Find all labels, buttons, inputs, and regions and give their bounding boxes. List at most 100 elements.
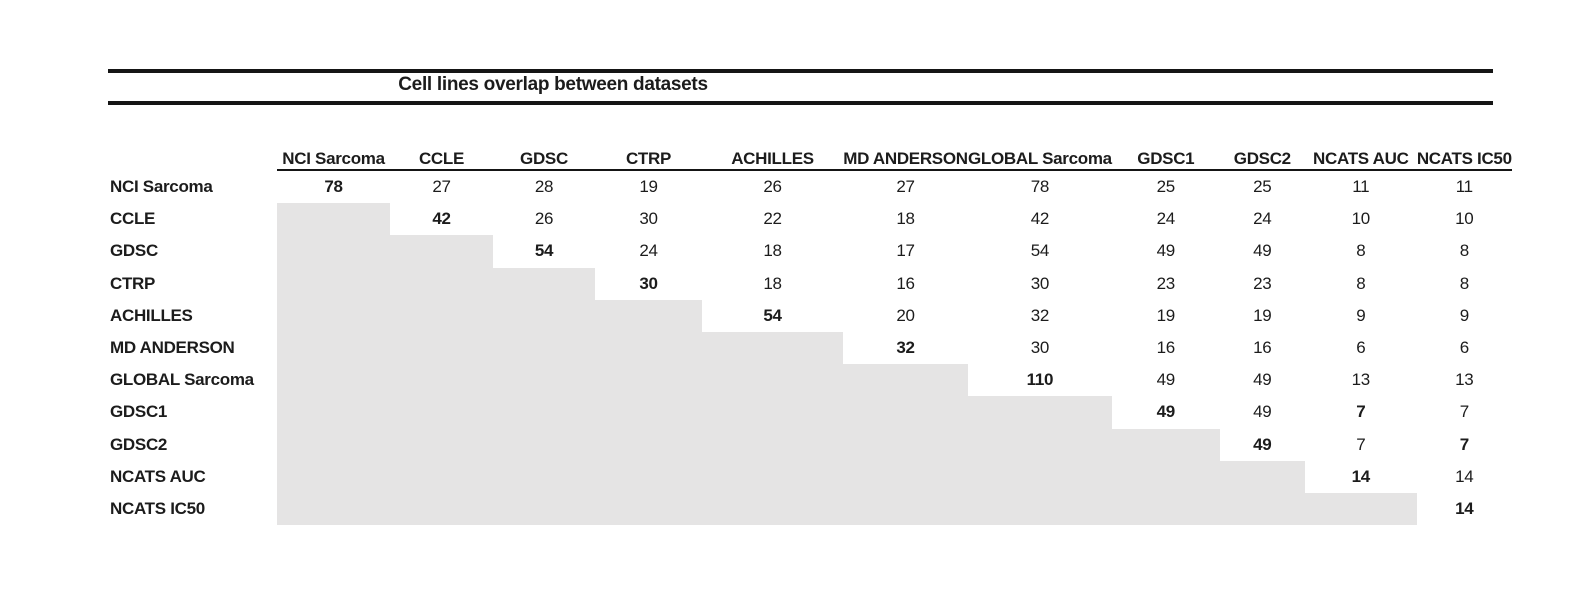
matrix-cell: 49 — [1253, 370, 1272, 390]
matrix-cell: 19 — [1156, 305, 1176, 325]
matrix-cell-shaded — [843, 460, 968, 493]
matrix-cell: 6 — [1356, 338, 1366, 358]
matrix-cell-shaded — [493, 267, 595, 300]
row-label: MD ANDERSON — [110, 338, 235, 358]
matrix-cell-shaded — [493, 299, 595, 332]
matrix-cell: 27 — [896, 177, 915, 197]
matrix-cell-shaded — [968, 460, 1112, 493]
matrix-cell-shaded — [843, 396, 968, 429]
matrix-cell: 9 — [1356, 305, 1366, 325]
matrix-cell: 49 — [1156, 402, 1176, 422]
matrix-cell-shaded — [702, 364, 843, 397]
matrix-cell: 54 — [763, 305, 782, 325]
row-label: GLOBAL Sarcoma — [110, 370, 254, 390]
matrix-cell: 14 — [1351, 466, 1371, 486]
matrix-cell: 22 — [763, 209, 782, 229]
matrix-cell-shaded — [493, 396, 595, 429]
matrix-cell-shaded — [390, 492, 493, 526]
top-rule — [108, 69, 1493, 73]
column-header: ACHILLES — [702, 130, 843, 171]
row-label: CCLE — [110, 209, 156, 229]
header-row: NCI Sarcoma CCLE GDSC CTRP ACHILLES MD ANDERS… — [108, 130, 1512, 171]
row-label: NCATS IC50 — [110, 498, 205, 518]
row-label: GDSC1 — [110, 402, 168, 422]
matrix-cell-shaded — [390, 299, 493, 332]
matrix-cell-shaded — [702, 428, 843, 461]
column-header: NCATS IC50 — [1416, 130, 1512, 171]
matrix-cell: 10 — [1351, 209, 1371, 229]
table-row: CCLE 42 26 30 22 18 42 24 24 10 10 — [108, 203, 1512, 236]
matrix-cell: 8 — [1459, 273, 1469, 293]
matrix-cell: 23 — [1253, 273, 1272, 293]
matrix-cell-shaded — [493, 492, 595, 526]
matrix-cell: 30 — [1030, 273, 1050, 293]
table-head: NCI Sarcoma CCLE GDSC CTRP ACHILLES MD ANDERS… — [108, 130, 1512, 171]
matrix-cell-shaded — [843, 428, 968, 461]
matrix-cell-shaded — [595, 428, 702, 461]
matrix-cell: 30 — [1030, 338, 1050, 358]
matrix-cell-shaded — [1111, 460, 1220, 493]
matrix-cell: 18 — [763, 273, 782, 293]
matrix-cell: 30 — [639, 273, 658, 293]
matrix-cell: 16 — [1156, 338, 1176, 358]
matrix-cell: 24 — [639, 241, 658, 261]
matrix-cell-shaded — [595, 299, 702, 332]
matrix-cell-shaded — [493, 331, 595, 365]
matrix-cell: 49 — [1253, 241, 1272, 261]
matrix-cell-shaded — [595, 460, 702, 493]
matrix-cell: 78 — [1030, 177, 1050, 197]
table-row: NCATS AUC 14 14 — [108, 460, 1512, 493]
matrix-cell-shaded — [595, 396, 702, 429]
matrix-cell-shaded — [277, 267, 390, 300]
matrix-cell-shaded — [493, 460, 595, 493]
column-header: NCATS AUC — [1304, 130, 1417, 171]
matrix-cell-shaded — [595, 364, 702, 397]
matrix-cell-shaded — [968, 492, 1112, 526]
column-header: CCLE — [390, 130, 493, 171]
matrix-cell: 30 — [639, 209, 658, 229]
matrix-cell-shaded — [843, 364, 968, 397]
matrix-cell-shaded — [390, 364, 493, 397]
matrix-cell: 13 — [1351, 370, 1371, 390]
column-header: MD ANDERSON — [843, 130, 968, 171]
matrix-cell-shaded — [1219, 460, 1305, 493]
matrix-cell: 7 — [1459, 434, 1469, 454]
matrix-cell-shaded — [277, 364, 390, 397]
matrix-cell-shaded — [493, 364, 595, 397]
matrix-cell: 42 — [1030, 209, 1050, 229]
table-row: GDSC2 49 7 7 — [108, 428, 1512, 461]
matrix-cell: 19 — [1253, 305, 1272, 325]
matrix-cell: 13 — [1455, 370, 1474, 390]
matrix-cell: 7 — [1356, 434, 1366, 454]
matrix-cell: 8 — [1356, 273, 1366, 293]
matrix-cell-shaded — [1111, 492, 1220, 526]
matrix-cell-shaded — [493, 428, 595, 461]
matrix-cell: 42 — [432, 209, 451, 229]
matrix-cell: 14 — [1455, 466, 1474, 486]
matrix-cell: 20 — [896, 305, 915, 325]
row-label: ACHILLES — [110, 305, 193, 325]
table-row: GDSC1 49 49 7 7 — [108, 396, 1512, 429]
column-header: CTRP — [595, 130, 702, 171]
matrix-cell: 17 — [896, 241, 915, 261]
row-label: CTRP — [110, 273, 156, 293]
matrix-cell-shaded — [702, 396, 843, 429]
table-row: NCI Sarcoma 78 27 28 19 26 27 78 25 25 11 11 — [108, 170, 1512, 203]
table-row: GLOBAL Sarcoma 110 49 49 13 13 — [108, 364, 1512, 397]
matrix-cell-shaded — [1304, 492, 1417, 526]
matrix-cell: 49 — [1156, 241, 1176, 261]
matrix-cell-shaded — [595, 492, 702, 526]
matrix-cell: 32 — [896, 338, 915, 358]
row-label: NCI Sarcoma — [110, 176, 213, 196]
column-header: NCI Sarcoma — [277, 130, 390, 171]
matrix-cell: 54 — [534, 241, 554, 261]
matrix-cell-shaded — [277, 492, 390, 526]
table-row: NCATS IC50 14 — [108, 492, 1512, 526]
matrix-cell: 26 — [534, 209, 554, 229]
matrix-cell: 7 — [1459, 402, 1469, 422]
matrix-cell-shaded — [702, 492, 843, 526]
matrix-cell-shaded — [1219, 492, 1305, 526]
table-row: MD ANDERSON 32 30 16 16 6 6 — [108, 331, 1512, 365]
matrix-cell: 28 — [534, 177, 554, 197]
